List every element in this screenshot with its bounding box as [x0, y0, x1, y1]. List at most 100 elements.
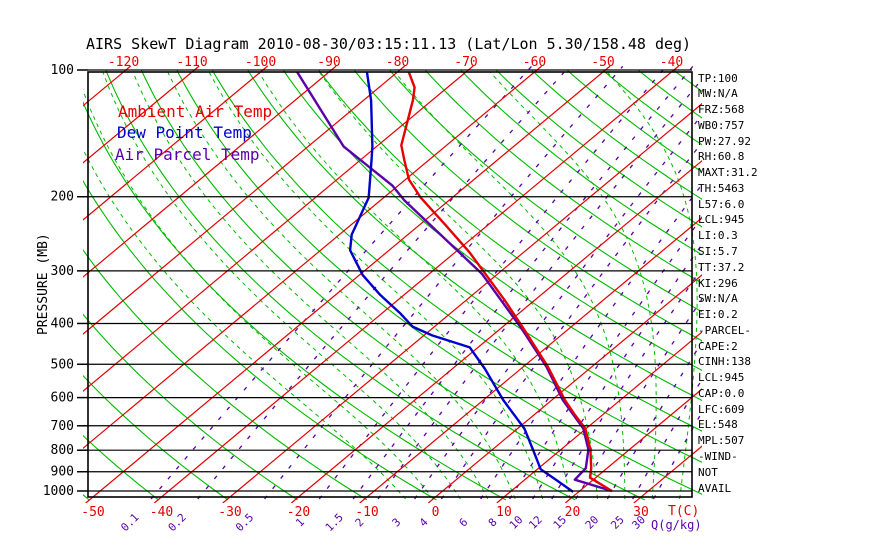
mixing-ratio-tick-label: 20: [583, 513, 602, 532]
pressure-tick-label: 600: [51, 391, 74, 406]
mixing-ratio-tick-label: 6: [457, 516, 471, 530]
dry-adiabat-line: [83, 179, 437, 501]
temp-tick-label-top: -110: [176, 55, 207, 70]
index-value: LCL:945: [698, 371, 745, 385]
index-value: MW:N/A: [698, 87, 738, 101]
index-value: -WIND-: [698, 449, 738, 463]
pressure-tick-label: 100: [51, 63, 74, 78]
mixing-ratio-line: [652, 410, 702, 500]
mixing-ratio-tick-label: 0.1: [118, 511, 141, 534]
isotherm-line: [83, 65, 337, 278]
temp-tick-label-bottom: -10: [355, 505, 378, 520]
index-value: SW:N/A: [698, 292, 738, 306]
isotherm-line: [290, 159, 702, 503]
isotherm-line: [222, 102, 702, 503]
chart-title: AIRS SkewT Diagram 2010-08-30/03:15:11.1…: [86, 35, 692, 53]
isotherm-line: [85, 65, 611, 503]
dry-adiabat-line: [83, 313, 298, 501]
dry-adiabat-line: [638, 70, 702, 119]
index-value: CAP:0.0: [698, 386, 745, 400]
temp-tick-label-bottom: -30: [218, 505, 241, 520]
dry-adiabat-line: [318, 70, 702, 371]
index-value: LFC:609: [698, 402, 745, 416]
temp-tick-label-bottom: 0: [432, 505, 440, 520]
dry-adiabat-line: [354, 70, 702, 342]
index-value: PW:27.92: [698, 134, 751, 148]
moist-adiabat-line: [83, 148, 406, 500]
sounding-curves-layer: [295, 71, 613, 493]
legend-ambient-air-temp: Ambient Air Temp: [118, 102, 273, 121]
temp-tick-label-top: -40: [660, 55, 683, 70]
dry-adiabat-line: [531, 70, 702, 200]
dry-adiabat-line: [83, 100, 507, 501]
mixing-ratio-line: [197, 65, 570, 500]
moist-adiabat-line: [258, 71, 571, 500]
index-value: CAPE:2: [698, 339, 738, 353]
mixing-ratio-tick-label: 3: [390, 516, 404, 530]
index-value: TP:100: [698, 71, 738, 85]
pressure-tick-label: 500: [51, 357, 74, 372]
moist-adiabat-line: [167, 71, 516, 500]
temp-tick-label-top: -90: [317, 55, 340, 70]
dry-adiabat-line: [567, 70, 702, 173]
mixing-ratio-line: [632, 378, 702, 500]
index-value: FRZ:568: [698, 103, 745, 117]
index-value: KI:296: [698, 276, 738, 290]
mixing-ratio-tick-label: 12: [526, 513, 545, 532]
pressure-tick-label: 900: [51, 465, 74, 480]
index-value: EI:0.2: [698, 308, 738, 322]
isotherm-line: [83, 65, 200, 164]
legend-dew-point-temp: Dew Point Temp: [117, 123, 252, 142]
legend-air-parcel-temp: Air Parcel Temp: [115, 145, 260, 164]
index-value: RH:60.8: [698, 150, 745, 164]
temp-tick-label-top: -80: [386, 55, 409, 70]
temp-axis-unit-label: T(C): [668, 504, 700, 519]
moist-adiabat-line: [102, 71, 461, 500]
temp-tick-label-bottom: 20: [565, 505, 581, 520]
temp-tick-label-bottom: 10: [496, 505, 512, 520]
moist-adiabat-line: [318, 71, 598, 500]
temp-tick-label-top: -100: [245, 55, 276, 70]
dry-adiabat-line: [389, 70, 702, 313]
dry-adiabat-line: [141, 70, 646, 501]
mixing-ratio-tick-label: 4: [417, 515, 431, 529]
pressure-tick-label: 300: [51, 264, 74, 279]
isotherm-line: [83, 65, 543, 450]
isotherm-line: [83, 65, 132, 107]
moist-adiabat-line: [606, 71, 698, 500]
moist-adiabats-layer: [83, 71, 698, 500]
index-value: LCL:945: [698, 213, 745, 227]
dry-adiabat-line: [602, 70, 702, 146]
index-value: -PARCEL-: [698, 323, 751, 337]
mixing-ratio-line: [509, 216, 702, 500]
index-value: CINH:138: [698, 355, 751, 369]
mixing-ratio-line: [606, 340, 702, 500]
mixing-ratio-layer: [150, 65, 702, 500]
isotherm-line: [427, 274, 702, 503]
temp-tick-label-top: -50: [591, 55, 614, 70]
dry-adiabat-line: [83, 374, 229, 501]
pressure-lines-layer: 100 200 300 400 500 600 700 800 900 1000: [43, 63, 692, 499]
dry-adiabat-line: [496, 70, 702, 228]
dry-adiabat-line: [425, 70, 702, 284]
dry-adiabat-line: [83, 249, 368, 501]
isotherm-line: [83, 65, 406, 335]
moist-adiabat-line: [132, 71, 489, 500]
index-value: MPL:507: [698, 434, 745, 448]
temp-tick-label-bottom: -40: [150, 505, 173, 520]
index-value: LI:0.3: [698, 229, 738, 243]
index-value: MAXT:31.2: [698, 166, 758, 180]
mixing-ratio-line: [318, 65, 667, 500]
index-value: SI:5.7: [698, 244, 738, 258]
mixing-ratio-line: [377, 78, 702, 500]
mixing-ratio-tick-label: 25: [608, 513, 627, 532]
mixing-ratio-line: [414, 113, 702, 500]
mixing-ratio-unit-label: Q(g/kg): [651, 518, 702, 532]
index-value: AVAIL: [698, 481, 732, 495]
isotherm-line: [0, 66, 62, 503]
pressure-tick-label: 1000: [43, 484, 74, 499]
isotherm-line: [83, 65, 474, 392]
plot-border: [87, 71, 693, 498]
temp-tick-label-bottom: -20: [287, 505, 310, 520]
